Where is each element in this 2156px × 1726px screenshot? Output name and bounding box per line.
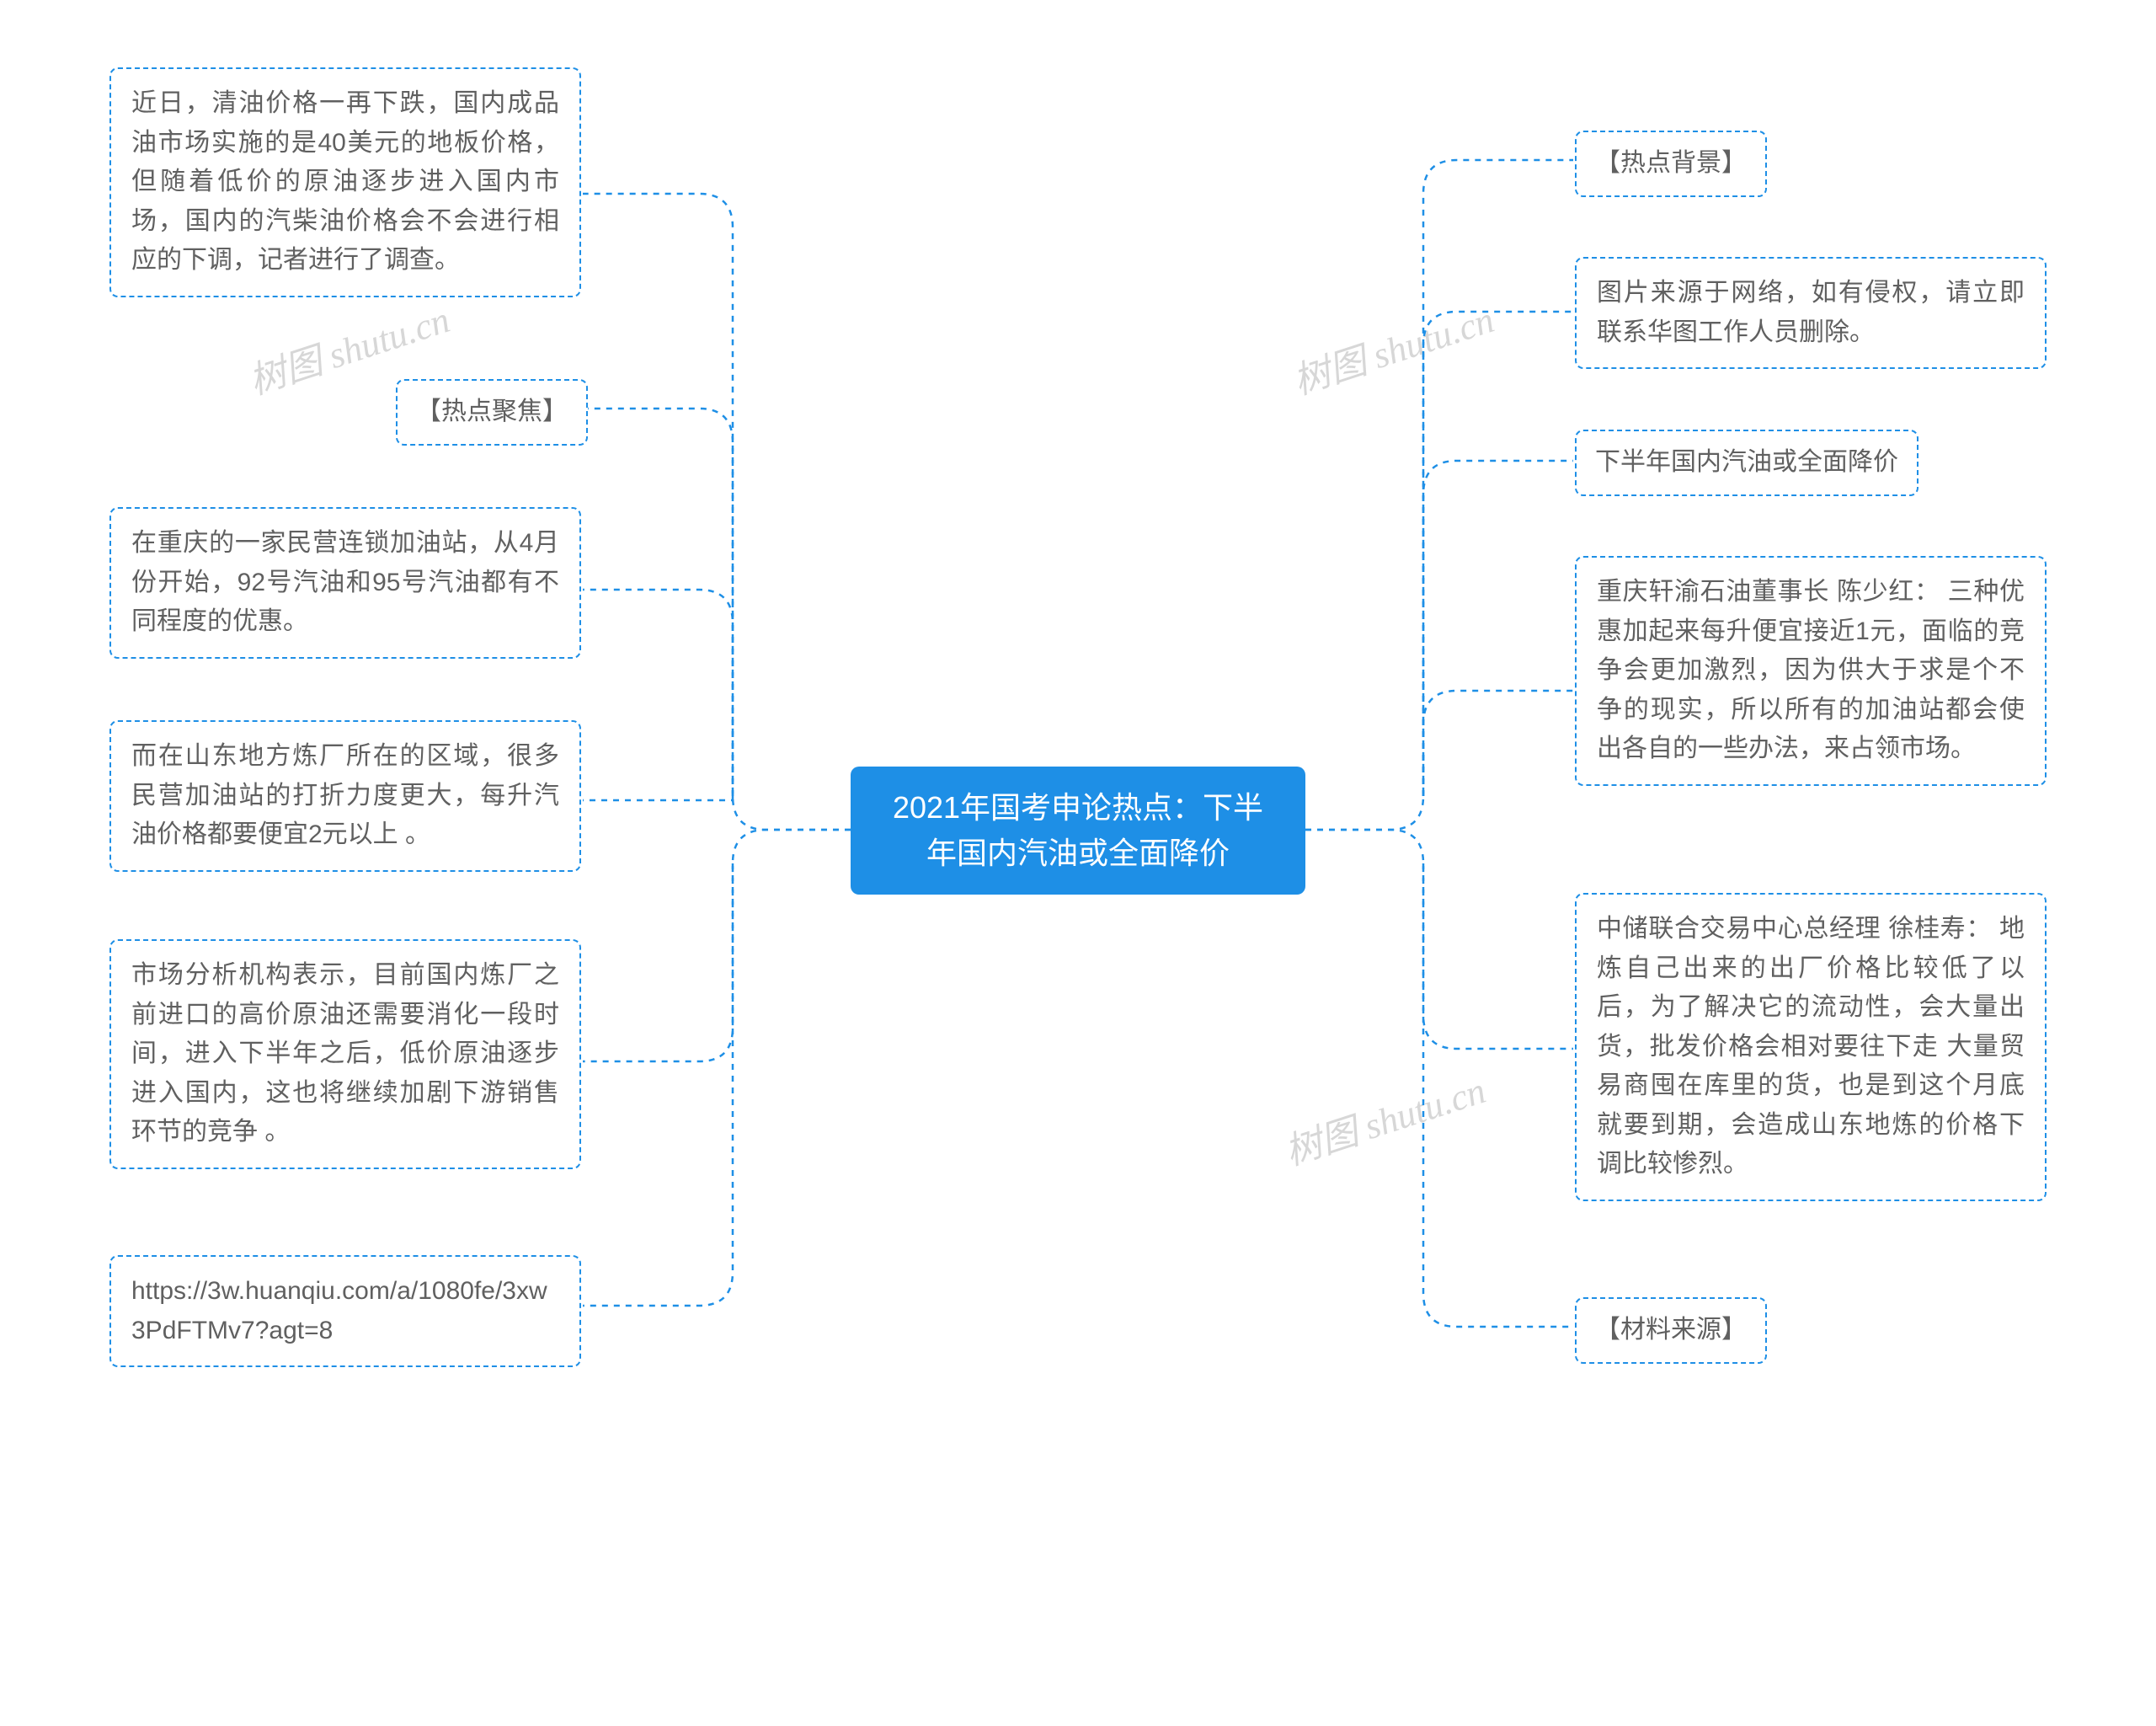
- leaf-node: 中储联合交易中心总经理 徐桂寿： 地炼自己出来的出厂价格比较低了以后，为了解决它…: [1575, 893, 2047, 1201]
- leaf-node: 而在山东地方炼厂所在的区域，很多民营加油站的打折力度更大，每升汽油价格都要便宜2…: [109, 720, 581, 872]
- leaf-node: 【热点聚焦】: [396, 379, 588, 446]
- leaf-node: 图片来源于网络，如有侵权，请立即联系华图工作人员删除。: [1575, 257, 2047, 369]
- mindmap-center: 2021年国考申论热点：下半年国内汽油或全面降价: [851, 767, 1305, 895]
- leaf-node: 【材料来源】: [1575, 1297, 1767, 1364]
- leaf-node: 近日，清油价格一再下跌，国内成品油市场实施的是40美元的地板价格，但随着低价的原…: [109, 67, 581, 297]
- leaf-node: 市场分析机构表示，目前国内炼厂之前进口的高价原油还需要消化一段时间，进入下半年之…: [109, 939, 581, 1169]
- watermark: 树图 shutu.cn: [1285, 289, 1500, 404]
- leaf-node: 【热点背景】: [1575, 131, 1767, 197]
- leaf-node: https://3w.huanqiu.com/a/1080fe/3xw3PdFT…: [109, 1255, 581, 1367]
- leaf-node: 重庆轩渝石油董事长 陈少红： 三种优惠加起来每升便宜接近1元，面临的竞争会更加激…: [1575, 556, 2047, 786]
- watermark: 树图 shutu.cn: [1277, 1060, 1492, 1175]
- leaf-node: 下半年国内汽油或全面降价: [1575, 430, 1919, 496]
- leaf-node: 在重庆的一家民营连锁加油站，从4月份开始，92号汽油和95号汽油都有不同程度的优…: [109, 507, 581, 659]
